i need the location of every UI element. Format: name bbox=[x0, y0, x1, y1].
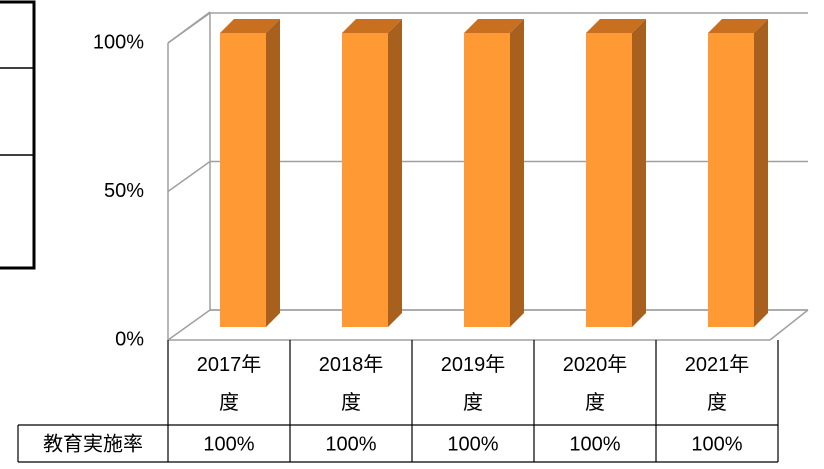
category-label: 2021年度 bbox=[684, 354, 750, 414]
value-label: 100% bbox=[325, 433, 376, 455]
left-box bbox=[0, 0, 36, 270]
value-label: 100% bbox=[447, 433, 498, 455]
bar-front bbox=[464, 33, 510, 327]
y-tick-label: 0% bbox=[115, 328, 144, 350]
x-tick-label: 2020年度 bbox=[562, 354, 628, 414]
bar-top bbox=[708, 19, 768, 33]
category-label: 2018年度 bbox=[318, 354, 384, 414]
bar-front bbox=[220, 33, 266, 327]
y-tick-label: 50% bbox=[104, 180, 144, 202]
bar-top bbox=[586, 19, 646, 33]
bar-top bbox=[342, 19, 402, 33]
x-tick-label: 2021年度 bbox=[684, 354, 750, 414]
x-tick-label: 2019年度 bbox=[440, 354, 506, 414]
x-tick-label: 2017年度 bbox=[196, 354, 262, 414]
bar bbox=[708, 19, 768, 327]
y-tick-label: 100% bbox=[93, 31, 144, 53]
bar-side bbox=[754, 19, 768, 327]
grid-line bbox=[167, 309, 211, 341]
category-label: 2019年度 bbox=[440, 354, 506, 414]
category-label: 2020年度 bbox=[562, 354, 628, 414]
bar-front bbox=[708, 33, 754, 327]
category-label: 2017年度 bbox=[196, 354, 262, 414]
bar-front bbox=[342, 33, 388, 327]
grid-line bbox=[167, 160, 211, 193]
bar-front bbox=[586, 33, 632, 327]
bar-side bbox=[510, 19, 524, 327]
bar bbox=[220, 19, 280, 327]
bar-side bbox=[632, 19, 646, 327]
x-tick-label: 2018年度 bbox=[318, 354, 384, 414]
bar bbox=[586, 19, 646, 327]
value-label: 100% bbox=[569, 433, 620, 455]
table-row-label: 教育実施率 bbox=[43, 432, 143, 455]
value-label: 100% bbox=[203, 433, 254, 455]
bar-side bbox=[266, 19, 280, 327]
bar bbox=[464, 19, 524, 327]
value-label: 100% bbox=[691, 433, 742, 455]
bar-top bbox=[464, 19, 524, 33]
bar-side bbox=[388, 19, 402, 327]
grid-line bbox=[167, 12, 211, 44]
bar-top bbox=[220, 19, 280, 33]
bar bbox=[342, 19, 402, 327]
